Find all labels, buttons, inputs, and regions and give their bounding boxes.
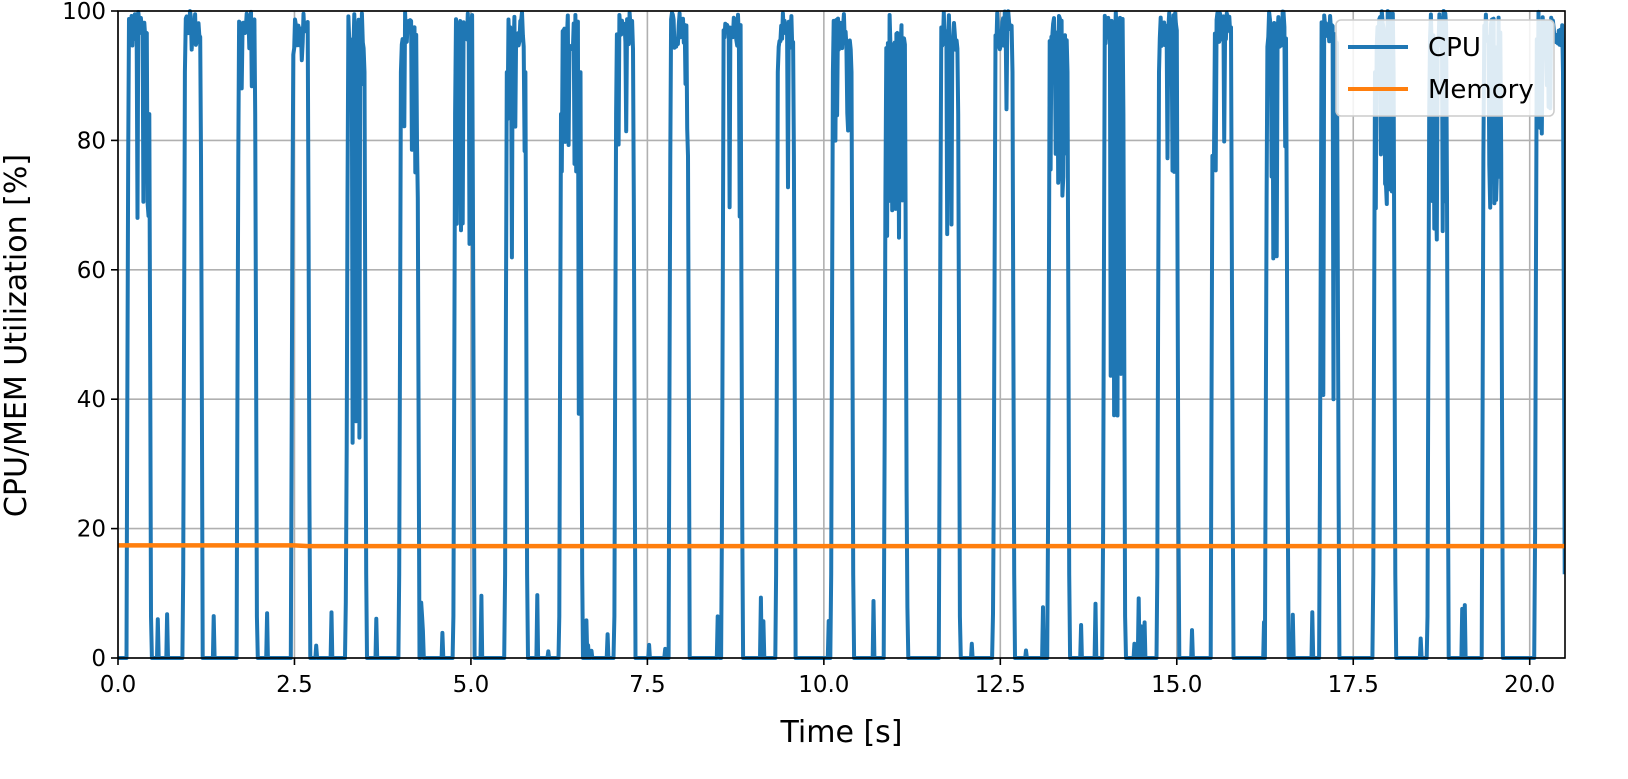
y-tick-label: 40 (77, 387, 106, 413)
y-tick-label: 0 (91, 646, 106, 672)
x-tick-label: 15.0 (1151, 672, 1202, 698)
x-tick-label: 12.5 (975, 672, 1026, 698)
x-tick-label: 10.0 (798, 672, 849, 698)
plot-frame (117, 10, 1566, 659)
x-tick-label: 7.5 (629, 672, 666, 698)
x-tick-label: 0.0 (100, 672, 137, 698)
x-tick-label: 2.5 (276, 672, 313, 698)
y-axis-label: CPU/MEM Utilization [%] (0, 154, 34, 517)
x-tick-label: 17.5 (1328, 672, 1379, 698)
ticks: 0.0 2.5 5.0 7.5 10.0 12.5 15.0 17.5 20.0 0 20 40 60 8… (62, 0, 1555, 698)
y-tick-label: 60 (77, 258, 106, 284)
y-tick-label: 80 (77, 128, 106, 154)
x-tick-label: 20.0 (1504, 672, 1555, 698)
legend-label-cpu: CPU (1428, 33, 1481, 63)
series-line-memory (118, 543, 1565, 549)
x-tick-label: 5.0 (453, 672, 490, 698)
legend: CPU Memory (1335, 19, 1555, 117)
y-tick-label: 20 (77, 517, 106, 543)
legend-label-memory: Memory (1428, 75, 1534, 105)
y-tick-label: 100 (62, 0, 106, 25)
series-line-cpu (118, 9, 1565, 660)
x-axis-label: Time [s] (780, 715, 903, 750)
plot-series (118, 9, 1565, 660)
legend-box (1335, 19, 1555, 117)
